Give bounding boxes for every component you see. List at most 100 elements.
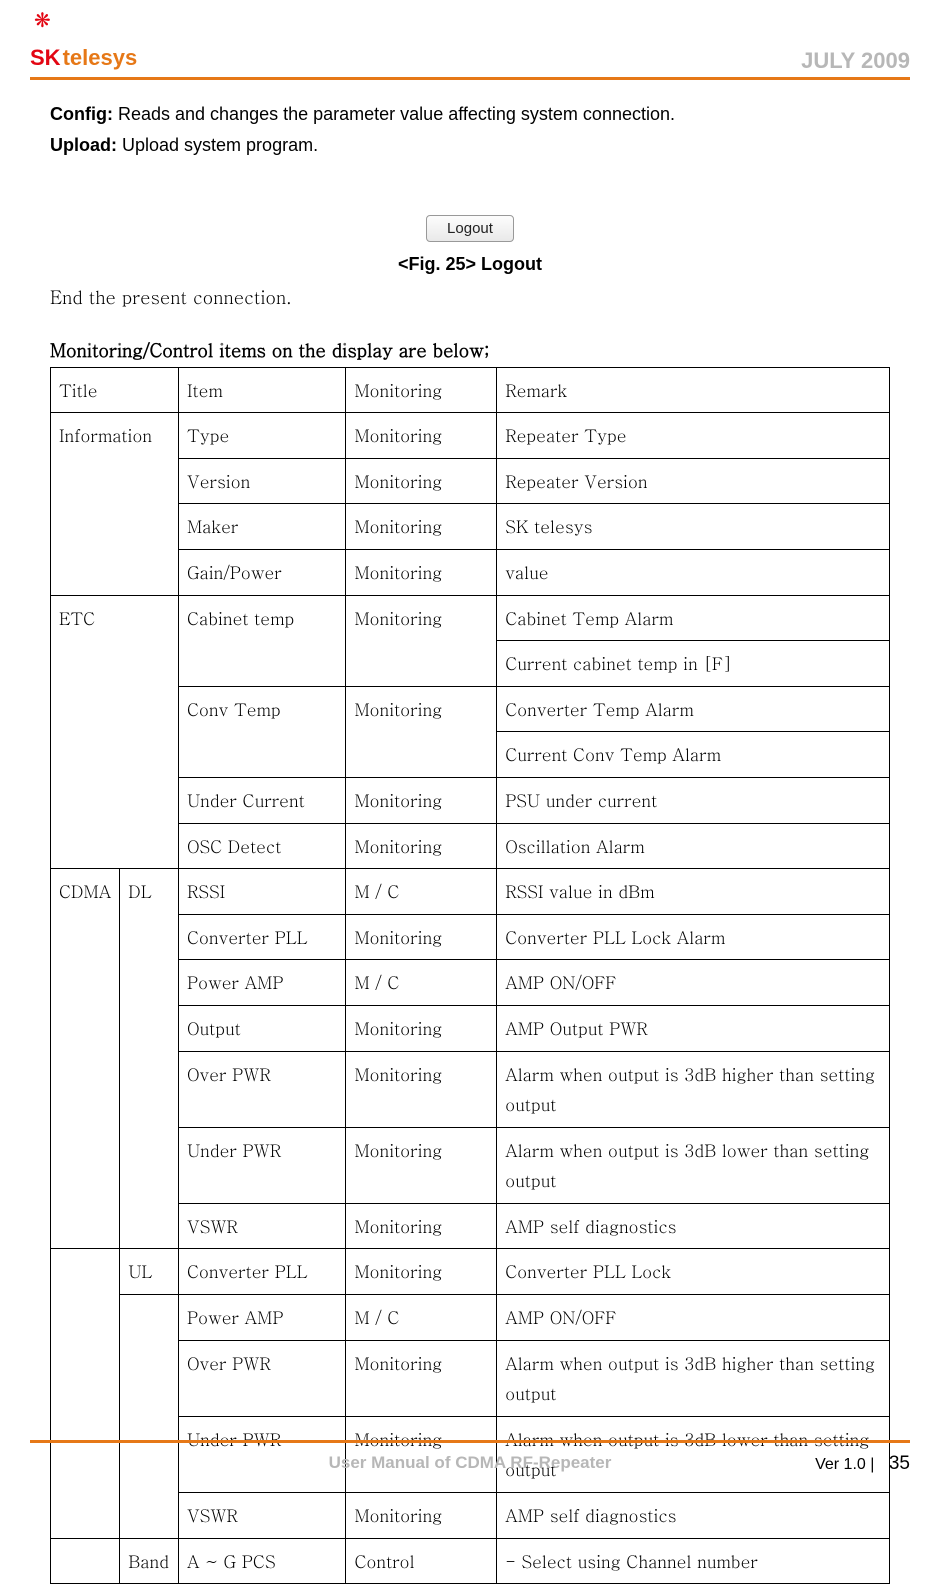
table-row: Information Type Monitoring Repeater Typ…	[51, 413, 890, 459]
cell-title-empty	[51, 1249, 120, 1538]
cell-rem: Alarm when output is 3dB higher than set…	[497, 1340, 890, 1416]
cell-mon: Monitoring	[346, 1005, 497, 1051]
config-text: Reads and changes the parameter value af…	[113, 104, 675, 124]
cell-item: OSC Detect	[178, 823, 345, 869]
cell-item: Type	[178, 413, 345, 459]
cell-item: Version	[178, 458, 345, 504]
table-row: Band A ~ G PCS Control - Select using Ch…	[51, 1538, 890, 1584]
cell-subtitle: UL	[120, 1249, 179, 1295]
cell-rem: Alarm when output is 3dB higher than set…	[497, 1051, 890, 1127]
cell-rem: PSU under current	[497, 777, 890, 823]
upload-text: Upload system program.	[117, 135, 318, 155]
cell-mon: Monitoring	[346, 1051, 497, 1127]
cell-title-empty	[51, 1538, 120, 1584]
cell-mon: M / C	[346, 869, 497, 915]
cell-rem: SK telesys	[497, 504, 890, 550]
cell-mon: Monitoring	[346, 504, 497, 550]
cell-rem: Current cabinet temp in [F]	[497, 641, 890, 687]
cell-item: Output	[178, 1005, 345, 1051]
cell-title: Information	[51, 413, 179, 595]
logo-sk-text: SK	[30, 45, 61, 71]
cell-rem: Converter Temp Alarm	[497, 686, 890, 732]
cell-item: Maker	[178, 504, 345, 550]
section-title: Monitoring/Control items on the display …	[50, 338, 890, 363]
footer-page-number: 35	[889, 1453, 910, 1474]
cell-mon: Monitoring	[346, 595, 497, 686]
cell-item: Over PWR	[178, 1340, 345, 1416]
cell-mon: Monitoring	[346, 549, 497, 595]
cell-mon: Monitoring	[346, 1340, 497, 1416]
cell-item: Power AMP	[178, 1295, 345, 1341]
cell-item: Power AMP	[178, 960, 345, 1006]
cell-item: Conv Temp	[178, 686, 345, 777]
table-row: Power AMP M / C AMP ON/OFF	[51, 1295, 890, 1341]
cell-item: Over PWR	[178, 1051, 345, 1127]
upload-line: Upload: Upload system program.	[50, 131, 890, 160]
table-row: ETC Cabinet temp Monitoring Cabinet Temp…	[51, 595, 890, 641]
cell-mon: Monitoring	[346, 1493, 497, 1539]
cell-item: Under PWR	[178, 1127, 345, 1203]
logo-butterfly-icon: ❋	[34, 10, 51, 32]
logo-telesys-text: telesys	[63, 45, 138, 71]
th-title: Title	[51, 367, 179, 413]
cell-mon: M / C	[346, 1295, 497, 1341]
upload-label: Upload:	[50, 135, 117, 155]
cell-subtitle: DL	[120, 869, 179, 1249]
table-row: UL Converter PLL Monitoring Converter PL…	[51, 1249, 890, 1295]
cell-rem: - Select using Channel number	[497, 1538, 890, 1584]
cell-mon: Monitoring	[346, 413, 497, 459]
logout-button-wrap: Logout	[50, 215, 890, 242]
cell-title: CDMA	[51, 869, 120, 1249]
cell-mon: Monitoring	[346, 1249, 497, 1295]
logout-desc: End the present connection.	[50, 285, 890, 310]
header-date: JULY 2009	[801, 48, 910, 74]
cell-rem: Alarm when output is 3dB lower than sett…	[497, 1127, 890, 1203]
cell-subtitle-empty	[120, 1295, 179, 1539]
cell-rem: RSSI value in dBm	[497, 869, 890, 915]
cell-rem: Repeater Version	[497, 458, 890, 504]
monitoring-table: Title Item Monitoring Remark Information…	[50, 367, 890, 1584]
footer-page: Ver 1.0 | 35	[815, 1453, 910, 1475]
cell-item: Under Current	[178, 777, 345, 823]
cell-item: Converter PLL	[178, 1249, 345, 1295]
cell-item: Converter PLL	[178, 914, 345, 960]
cell-rem: AMP self diagnostics	[497, 1493, 890, 1539]
cell-item: Gain/Power	[178, 549, 345, 595]
cell-rem: Current Conv Temp Alarm	[497, 732, 890, 778]
cell-item: VSWR	[178, 1203, 345, 1249]
cell-mon: Monitoring	[346, 777, 497, 823]
cell-mon: Monitoring	[346, 1203, 497, 1249]
page-footer: User Manual of CDMA RF-Repeater Ver 1.0 …	[30, 1440, 910, 1473]
figure-caption: <Fig. 25> Logout	[50, 254, 890, 275]
cell-rem: AMP ON/OFF	[497, 1295, 890, 1341]
cell-mon: Monitoring	[346, 458, 497, 504]
logo: ❋ SK telesys	[30, 20, 137, 71]
footer-version: Ver 1.0 |	[815, 1456, 874, 1473]
config-label: Config:	[50, 104, 113, 124]
cell-rem: Oscillation Alarm	[497, 823, 890, 869]
th-item: Item	[178, 367, 345, 413]
table-header-row: Title Item Monitoring Remark	[51, 367, 890, 413]
cell-rem: AMP Output PWR	[497, 1005, 890, 1051]
logout-button[interactable]: Logout	[426, 215, 514, 242]
cell-rem: Cabinet Temp Alarm	[497, 595, 890, 641]
cell-title: ETC	[51, 595, 179, 869]
cell-item: A ~ G PCS	[178, 1538, 345, 1584]
cell-rem: Converter PLL Lock	[497, 1249, 890, 1295]
page-content: Config: Reads and changes the parameter …	[30, 100, 910, 1584]
cell-rem: Converter PLL Lock Alarm	[497, 914, 890, 960]
cell-rem: AMP ON/OFF	[497, 960, 890, 1006]
cell-mon: Control	[346, 1538, 497, 1584]
cell-subtitle: Band	[120, 1538, 179, 1584]
cell-item: Cabinet temp	[178, 595, 345, 686]
cell-mon: Monitoring	[346, 823, 497, 869]
table-row: CDMA DL RSSI M / C RSSI value in dBm	[51, 869, 890, 915]
cell-mon: Monitoring	[346, 1127, 497, 1203]
th-monitoring: Monitoring	[346, 367, 497, 413]
th-remark: Remark	[497, 367, 890, 413]
cell-rem: value	[497, 549, 890, 595]
cell-mon: M / C	[346, 960, 497, 1006]
cell-item: VSWR	[178, 1493, 345, 1539]
cell-item: RSSI	[178, 869, 345, 915]
page-header: ❋ SK telesys JULY 2009	[30, 20, 910, 80]
